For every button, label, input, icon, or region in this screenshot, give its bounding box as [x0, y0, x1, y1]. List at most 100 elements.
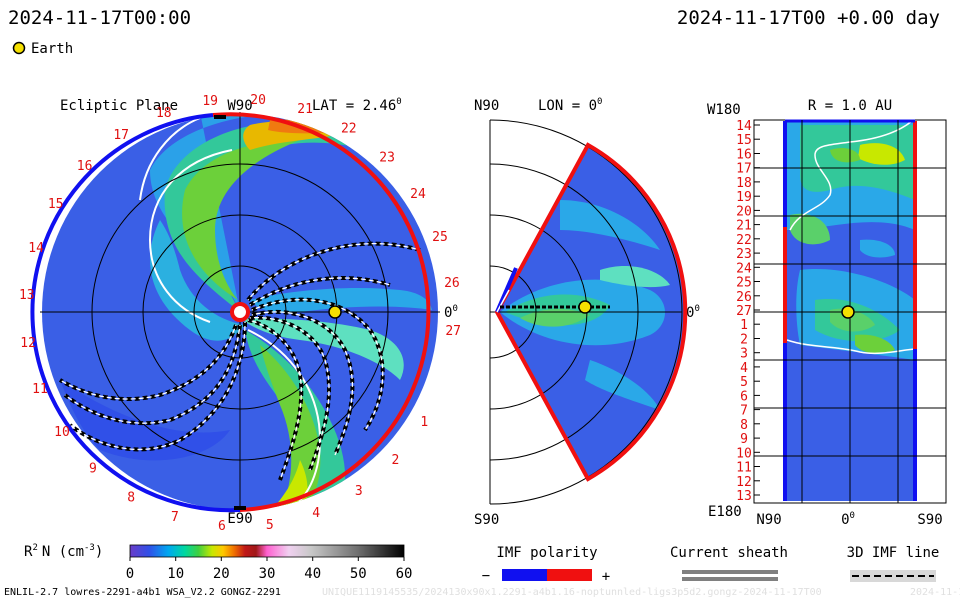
rotation-number: 14 — [28, 241, 44, 256]
earth-legend-icon — [12, 41, 26, 55]
imf-line-title: 3D IMF line — [847, 545, 940, 561]
rsurface-y-label: 6 — [740, 389, 748, 404]
rsurface-y-label: 24 — [736, 261, 752, 276]
imf-line-legend: 3D IMF line — [847, 545, 940, 582]
rsurface-r-label: R = 1.0 AU — [808, 98, 892, 114]
rotation-number: 18 — [156, 106, 172, 121]
ecliptic-boundary-positive — [212, 112, 431, 512]
rsurface-y-label: 25 — [736, 276, 752, 291]
rsurface-earth-marker — [841, 305, 855, 319]
rotation-number: 13 — [19, 288, 35, 303]
rotation-number: 10 — [54, 425, 70, 440]
rsurface-y-label: 21 — [736, 219, 752, 234]
imf-polarity-legend: IMF polarity − + — [482, 545, 610, 585]
meridional-top-label: N90 — [474, 98, 499, 114]
colorbar-tick-label: 60 — [396, 566, 413, 582]
rotation-number: 15 — [48, 197, 64, 212]
rotation-number: 6 — [218, 519, 226, 534]
earth-legend-label: Earth — [31, 41, 73, 57]
imf-polarity-plus: + — [602, 569, 610, 585]
ecliptic-top-axis-label: W90 — [227, 98, 252, 114]
colorbar-legend: R2 N (cm-3) 0 10 20 30 40 50 60 — [24, 543, 412, 582]
rsurface-y-label: 9 — [740, 432, 748, 447]
rotation-number: 7 — [171, 510, 179, 525]
rotation-number: 1 — [420, 415, 428, 430]
rsurface-y-label: 10 — [736, 446, 752, 461]
rsurface-y-label: 8 — [740, 418, 748, 433]
rsurface-corner-label: W180 — [707, 102, 741, 118]
rsurface-bottom-corner-label: E180 — [708, 504, 742, 520]
rsurface-y-label: 12 — [736, 475, 752, 490]
footer-run-id: UNIQUE1119145535/2024130x90x1.2291-a4b1.… — [322, 587, 822, 598]
current-sheath-legend: Current sheath — [670, 545, 788, 581]
meridional-earth-marker — [578, 300, 592, 314]
rsurface-x-label-0: 00 — [841, 511, 855, 528]
current-sheath-swatch-top — [682, 570, 778, 574]
rsurface-y-label: 27 — [736, 304, 752, 319]
rsurface-x-label-s90: S90 — [917, 512, 942, 528]
rsurface-hcs-upper — [789, 120, 913, 231]
imf-polarity-positive-swatch — [547, 569, 592, 581]
rotation-number: 19 — [202, 94, 218, 109]
meridional-wedge-boundary — [494, 142, 688, 482]
rsurface-y-label: 14 — [736, 119, 752, 134]
rsurface-y-label: 16 — [736, 148, 752, 163]
colorbar-tick-label: 50 — [350, 566, 367, 582]
footer-run-date: 2024-11-16 — [910, 587, 960, 598]
ecliptic-bottom-axis-label: E90 — [227, 511, 252, 527]
colorbar-tick-label: 40 — [304, 566, 321, 582]
rsurface-y-label: 20 — [736, 204, 752, 219]
rotation-number: 25 — [432, 230, 448, 245]
rsurface-y-label: 17 — [736, 162, 752, 177]
footer-model-info: ENLIL-2.7 lowres-2291-a4b1 WSA_V2.2 GONG… — [4, 587, 281, 598]
rotation-number: 3 — [355, 484, 363, 499]
rotation-number: 11 — [32, 382, 48, 397]
rotation-number: 24 — [410, 187, 426, 202]
rotation-number: 9 — [89, 461, 97, 476]
sun-inner-boundary — [230, 302, 250, 322]
ecliptic-title: Ecliptic Plane — [60, 98, 178, 114]
right-datetime: 2024-11-17T00 +0.00 day — [677, 7, 940, 29]
rotation-number: 22 — [341, 122, 357, 137]
colorbar-tick-label: 20 — [213, 566, 230, 582]
imf-polarity-negative-swatch — [502, 569, 547, 581]
rsurface-hcs-lower — [786, 339, 916, 355]
colorbar-title: R2 N (cm-3) — [24, 543, 103, 560]
rotation-number: 23 — [379, 151, 395, 166]
colorbar-tick-label: 0 — [126, 566, 134, 582]
rotation-number: 16 — [77, 159, 93, 174]
rotation-number: 4 — [312, 506, 320, 521]
rsurface-x-label-n90: N90 — [756, 512, 781, 528]
rotation-number: 8 — [127, 490, 135, 505]
rotation-number: 2 — [391, 453, 399, 468]
rsurface-y-label: 23 — [736, 247, 752, 262]
imf-polarity-title: IMF polarity — [496, 545, 597, 561]
rsurface-y-label: 15 — [736, 133, 752, 148]
rsurface-y-label: 7 — [740, 404, 748, 419]
rsurface-y-label: 4 — [740, 361, 748, 376]
rotation-number: 17 — [113, 128, 129, 143]
rsurface-y-label: 11 — [736, 461, 752, 476]
rotation-number: 20 — [250, 93, 266, 108]
colorbar-tick-label: 10 — [167, 566, 184, 582]
imf-line-swatch-bg — [850, 570, 936, 582]
ecliptic-top-marker — [214, 115, 226, 119]
meridional-right-axis-label: 00 — [686, 304, 700, 321]
ecliptic-imf-lines-highlight — [59, 243, 421, 481]
colorbar-tick-label: 30 — [259, 566, 276, 582]
rsurface-panel: W180 R = 1.0 AU E180 N90 00 S90 — [707, 98, 947, 528]
meridional-bottom-label: S90 — [474, 512, 499, 528]
rsurface-y-label: 22 — [736, 233, 752, 248]
meridional-hcs — [496, 289, 510, 313]
current-sheath-title: Current sheath — [670, 545, 788, 561]
left-datetime: 2024-11-17T00:00 — [8, 7, 191, 29]
rsurface-y-label: 2 — [740, 333, 748, 348]
earth-marker — [328, 305, 342, 319]
rsurface-y-label: 5 — [740, 375, 748, 390]
rsurface-y-label: 18 — [736, 176, 752, 191]
meridional-panel: N90 LON = 00 S90 00 — [474, 97, 700, 528]
rotation-number: 27 — [445, 324, 461, 339]
ecliptic-right-axis-label: 00 — [444, 304, 458, 321]
rsurface-y-labels: 1415161718192021222324252627123456789101… — [736, 119, 760, 504]
